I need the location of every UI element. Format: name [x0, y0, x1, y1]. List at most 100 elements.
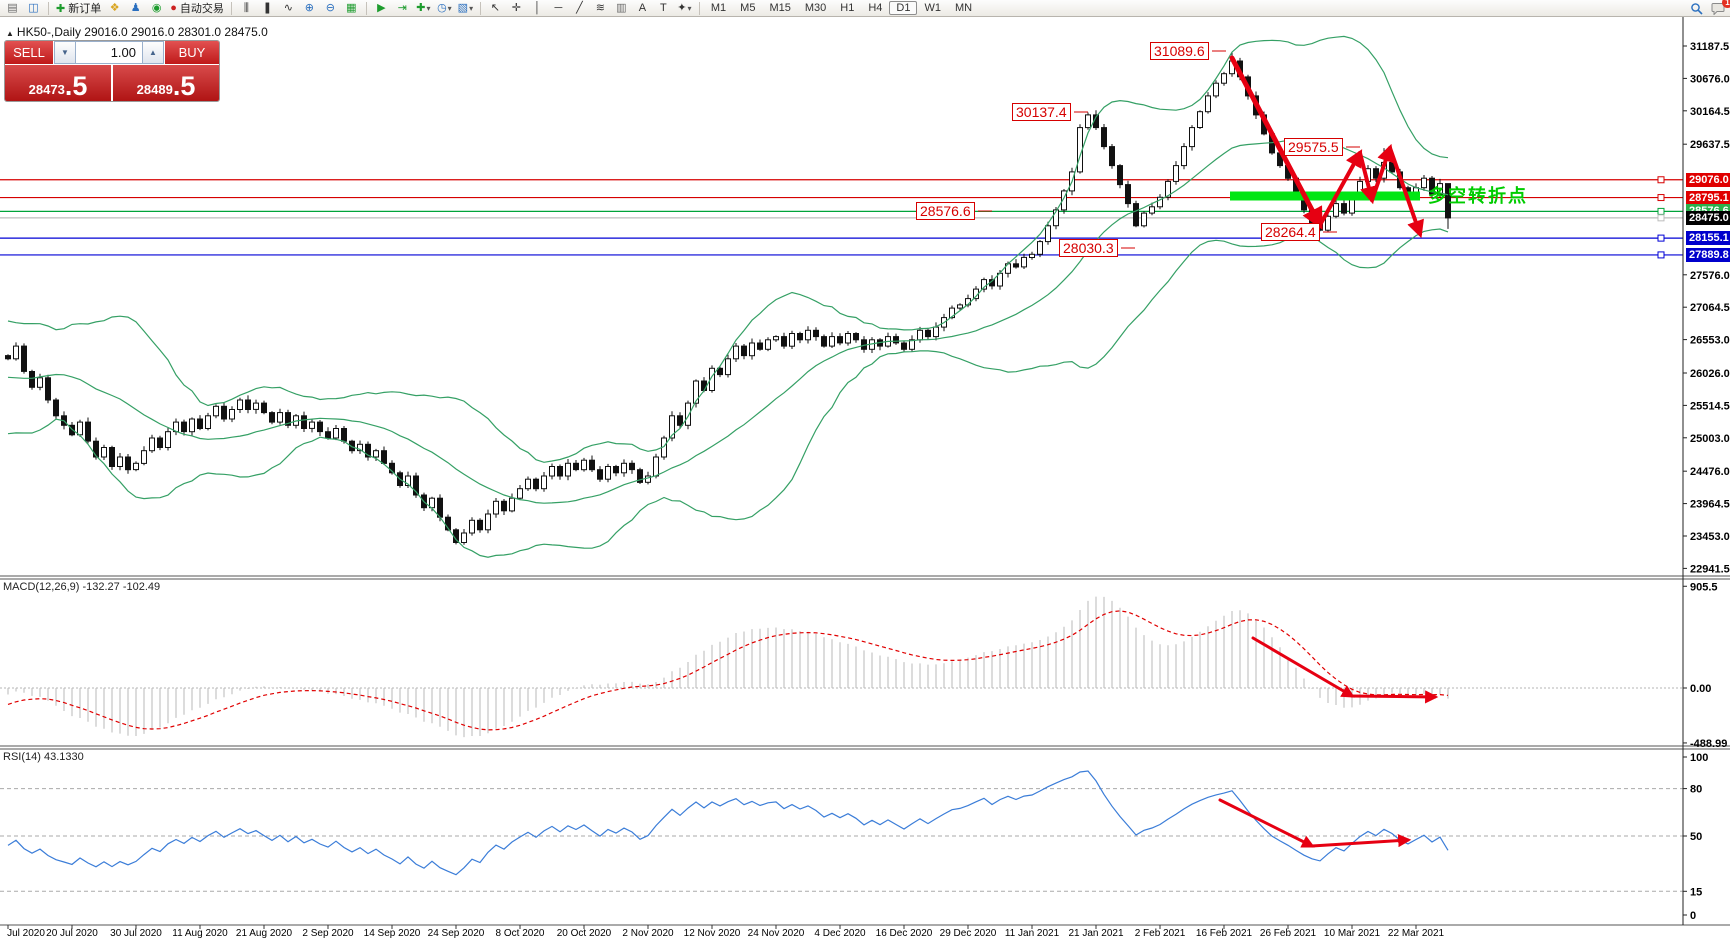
- svg-text:24 Sep 2020: 24 Sep 2020: [428, 928, 485, 938]
- text-icon[interactable]: A: [638, 1, 647, 14]
- svg-text:100: 100: [1690, 752, 1708, 764]
- svg-text:14 Sep 2020: 14 Sep 2020: [364, 928, 421, 938]
- price-annotation[interactable]: 29575.5: [1284, 138, 1343, 156]
- volume-value[interactable]: 1.00: [76, 41, 142, 64]
- zoom-out-icon[interactable]: ⊖: [325, 1, 335, 14]
- svg-text:23964.5: 23964.5: [1690, 499, 1730, 511]
- fibonacci-icon[interactable]: ≋: [595, 1, 605, 14]
- price-annotation[interactable]: 28576.6: [916, 202, 975, 220]
- svg-text:2 Nov 2020: 2 Nov 2020: [622, 928, 674, 938]
- volume-up-button[interactable]: ▲: [142, 41, 164, 64]
- chart-title: ▲ HK50-,Daily 29016.0 29016.0 28301.0 284…: [6, 25, 268, 39]
- svg-text:31187.5: 31187.5: [1690, 41, 1729, 53]
- text-label-icon[interactable]: T: [660, 1, 667, 14]
- svg-text:24476.0: 24476.0: [1690, 466, 1730, 478]
- zoom-in-icon[interactable]: ⊕: [304, 1, 314, 14]
- channel-icon[interactable]: ▥: [616, 1, 627, 14]
- horizontal-line-icon[interactable]: ─: [554, 1, 563, 14]
- volume-down-button[interactable]: ▼: [54, 41, 76, 64]
- timeframe-h1[interactable]: H1: [840, 1, 855, 14]
- svg-text:22 Mar 2021: 22 Mar 2021: [1388, 928, 1445, 938]
- candlestick-mode-icon[interactable]: ❚: [262, 1, 272, 14]
- new-order-button[interactable]: ✚ 新订单: [53, 0, 104, 16]
- buy-price-frac: .5: [172, 71, 196, 101]
- toolbar-separator: [365, 1, 367, 15]
- timeframe-h4[interactable]: H4: [868, 1, 883, 14]
- cursor-icon[interactable]: ↖: [490, 1, 500, 14]
- autotrading-icon: ●: [170, 2, 177, 14]
- new-order-icon: ✚: [56, 2, 66, 15]
- styler-broom-icon[interactable]: ❖: [109, 1, 120, 14]
- svg-text:30 Jul 2020: 30 Jul 2020: [110, 928, 162, 938]
- timeframe-m15[interactable]: M15: [769, 1, 791, 14]
- new-chart-icon[interactable]: ▤: [7, 1, 18, 14]
- svg-text:20 Oct 2020: 20 Oct 2020: [557, 928, 612, 938]
- auto-scroll-icon[interactable]: ▶: [377, 1, 386, 14]
- svg-text:2 Sep 2020: 2 Sep 2020: [302, 928, 354, 938]
- axis-price-tag: 28475.0: [1686, 211, 1730, 225]
- timeframe-mn[interactable]: MN: [954, 1, 973, 14]
- timeframe-m1[interactable]: M1: [710, 1, 727, 14]
- rsi-indicator-label: RSI(14) 43.1330: [3, 751, 84, 763]
- svg-text:12 Nov 2020: 12 Nov 2020: [684, 928, 741, 938]
- svg-text:4 Dec 2020: 4 Dec 2020: [814, 928, 866, 938]
- svg-text:905.5: 905.5: [1690, 581, 1718, 593]
- collapse-arrow-icon[interactable]: ▲: [6, 29, 14, 38]
- templates-icon[interactable]: ▧ ▾: [457, 1, 474, 14]
- sell-price-main: 28473: [28, 82, 65, 97]
- svg-text:27064.5: 27064.5: [1690, 302, 1730, 314]
- price-annotation[interactable]: 30137.4: [1012, 103, 1071, 121]
- bar-chart-mode-icon[interactable]: ⫼: [243, 1, 249, 14]
- svg-text:21 Aug 2020: 21 Aug 2020: [236, 928, 293, 938]
- indicators-icon[interactable]: ✚ ▾: [416, 1, 431, 14]
- timeframe-w1[interactable]: W1: [924, 1, 941, 14]
- price-annotation[interactable]: 28264.4: [1261, 223, 1320, 241]
- svg-text:27576.0: 27576.0: [1690, 270, 1730, 282]
- toolbar-separator: [48, 1, 49, 15]
- tile-windows-icon[interactable]: ▦: [346, 1, 357, 14]
- svg-text:29637.5: 29637.5: [1690, 139, 1730, 151]
- autotrading-button[interactable]: ● 自动交易: [167, 0, 227, 16]
- svg-text:-488.99: -488.99: [1690, 738, 1727, 750]
- svg-text:29 Dec 2020: 29 Dec 2020: [940, 928, 997, 938]
- timeframe-m30[interactable]: M30: [804, 1, 827, 14]
- svg-text:23453.0: 23453.0: [1690, 531, 1730, 543]
- shapes-icon[interactable]: ✦ ▾: [677, 1, 692, 14]
- chart-shift-icon[interactable]: ⇥: [397, 1, 407, 14]
- signals-icon[interactable]: ◉: [151, 1, 162, 14]
- line-chart-mode-icon[interactable]: ∿: [283, 1, 293, 14]
- search-icon[interactable]: [1686, 1, 1707, 16]
- axis-price-tag: 28795.1: [1686, 191, 1730, 205]
- community-chat-icon[interactable]: 1: [1707, 0, 1730, 16]
- crosshair-icon[interactable]: ✛: [511, 1, 521, 14]
- autotrading-label: 自动交易: [179, 3, 224, 15]
- new-order-label: 新订单: [68, 3, 102, 15]
- svg-text:15: 15: [1690, 886, 1702, 898]
- price-annotation[interactable]: 28030.3: [1059, 239, 1118, 257]
- svg-text:11 Aug 2020: 11 Aug 2020: [172, 928, 228, 938]
- periods-icon[interactable]: ◷ ▾: [437, 1, 452, 14]
- svg-text:26026.0: 26026.0: [1690, 368, 1730, 380]
- timeframe-d1[interactable]: D1: [889, 0, 918, 15]
- macd-indicator-label: MACD(12,26,9) -132.27 -102.49: [3, 581, 161, 593]
- svg-text:30164.5: 30164.5: [1690, 106, 1730, 118]
- profiles-icon[interactable]: ◫: [28, 1, 39, 14]
- sell-price[interactable]: 28473.5: [5, 65, 111, 101]
- trend-note-text[interactable]: 多空转折点: [1428, 186, 1528, 206]
- expert-advisor-icon[interactable]: ♟: [130, 1, 141, 14]
- sell-button[interactable]: SELL: [5, 41, 53, 64]
- svg-text:22941.5: 22941.5: [1690, 563, 1730, 575]
- trendline-icon[interactable]: ╱: [576, 1, 583, 14]
- toolbar-separator: [230, 1, 232, 15]
- buy-price[interactable]: 28489.5: [113, 65, 219, 101]
- axis-price-tag: 27889.8: [1686, 248, 1730, 262]
- sell-price-frac: .5: [64, 71, 88, 101]
- vertical-line-icon[interactable]: │: [533, 1, 541, 14]
- buy-button[interactable]: BUY: [165, 41, 219, 64]
- price-annotation[interactable]: 31089.6: [1150, 42, 1209, 60]
- buy-price-main: 28489: [136, 82, 173, 97]
- toolbar-separator: [479, 1, 481, 15]
- timeframe-m5[interactable]: M5: [740, 1, 756, 14]
